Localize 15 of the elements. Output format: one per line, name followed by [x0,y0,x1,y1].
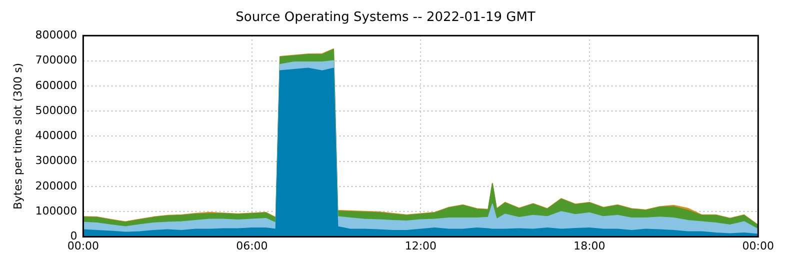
y-tick-label: 200000 [35,179,78,192]
y-tick-label: 700000 [35,54,78,67]
y-tick-label: 300000 [35,154,78,168]
x-tick-label: 00:00 [67,239,100,252]
y-axis-title: Bytes per time slot (300 s) [11,62,24,210]
y-tick-label: 100000 [35,204,78,218]
y-tick-label: 400000 [35,129,78,142]
chart-title: Source Operating Systems -- 2022-01-19 GMT [236,10,536,26]
x-tick-label: 06:00 [236,239,268,252]
y-tick-label: 500000 [35,104,78,117]
y-tick-label: 800000 [35,28,78,42]
x-tick-label: 18:00 [574,239,606,252]
x-tick-label: 12:00 [404,239,437,252]
y-tick-label: 600000 [35,78,78,92]
x-tick-label: 00:00 [742,239,774,252]
